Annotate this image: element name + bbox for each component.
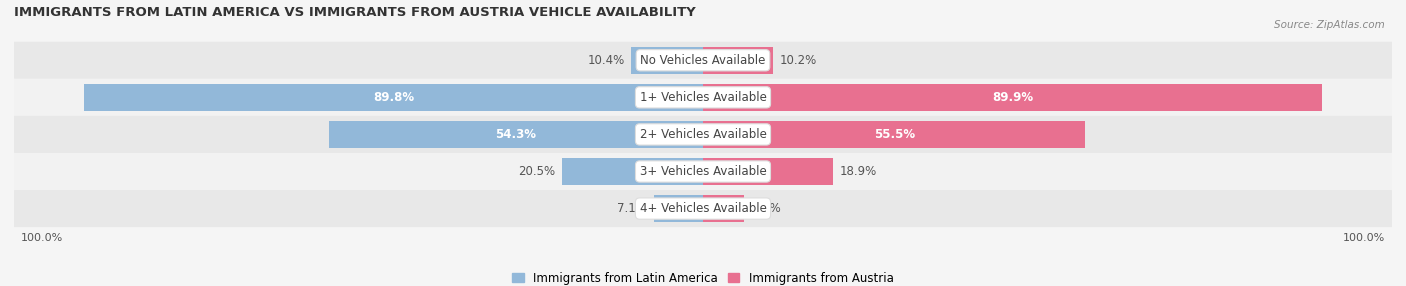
Text: 10.2%: 10.2% <box>780 54 817 67</box>
Text: 18.9%: 18.9% <box>841 165 877 178</box>
FancyBboxPatch shape <box>14 42 1392 79</box>
FancyBboxPatch shape <box>14 190 1392 227</box>
Text: 89.8%: 89.8% <box>373 91 415 104</box>
Text: No Vehicles Available: No Vehicles Available <box>640 54 766 67</box>
Text: 3+ Vehicles Available: 3+ Vehicles Available <box>640 165 766 178</box>
Bar <box>84 84 703 111</box>
Text: 2+ Vehicles Available: 2+ Vehicles Available <box>640 128 766 141</box>
Text: 6.0%: 6.0% <box>751 202 780 215</box>
FancyBboxPatch shape <box>14 153 1392 190</box>
Text: 89.9%: 89.9% <box>993 91 1033 104</box>
Text: 1+ Vehicles Available: 1+ Vehicles Available <box>640 91 766 104</box>
Bar <box>703 121 1085 148</box>
Text: IMMIGRANTS FROM LATIN AMERICA VS IMMIGRANTS FROM AUSTRIA VEHICLE AVAILABILITY: IMMIGRANTS FROM LATIN AMERICA VS IMMIGRA… <box>14 7 696 19</box>
Bar <box>703 195 744 222</box>
Text: Source: ZipAtlas.com: Source: ZipAtlas.com <box>1274 20 1385 30</box>
Text: 54.3%: 54.3% <box>495 128 537 141</box>
FancyBboxPatch shape <box>14 116 1392 153</box>
Bar <box>703 84 1323 111</box>
Bar <box>631 47 703 74</box>
Bar <box>329 121 703 148</box>
Text: 100.0%: 100.0% <box>1343 233 1385 243</box>
Text: 4+ Vehicles Available: 4+ Vehicles Available <box>640 202 766 215</box>
Text: 20.5%: 20.5% <box>517 165 555 178</box>
Bar <box>703 47 773 74</box>
Text: 10.4%: 10.4% <box>588 54 624 67</box>
Text: 100.0%: 100.0% <box>21 233 63 243</box>
FancyBboxPatch shape <box>14 79 1392 116</box>
Bar <box>562 158 703 185</box>
Bar <box>703 158 834 185</box>
Text: 7.1%: 7.1% <box>617 202 647 215</box>
Bar <box>654 195 703 222</box>
Text: 55.5%: 55.5% <box>873 128 915 141</box>
Legend: Immigrants from Latin America, Immigrants from Austria: Immigrants from Latin America, Immigrant… <box>512 272 894 285</box>
